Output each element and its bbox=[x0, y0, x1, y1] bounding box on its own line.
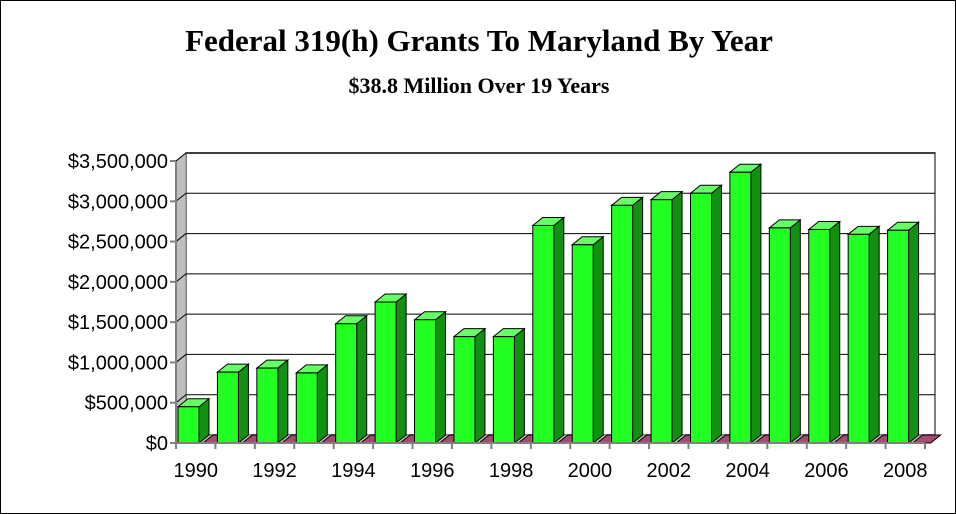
y-tick-label: $3,000,000 bbox=[68, 191, 168, 213]
y-tick-label: $500,000 bbox=[85, 393, 168, 415]
x-tick-label: 2008 bbox=[883, 460, 928, 482]
bar bbox=[570, 235, 605, 445]
bar bbox=[728, 163, 763, 445]
bar bbox=[334, 314, 369, 445]
gridline-side bbox=[175, 152, 187, 162]
bar bbox=[413, 310, 447, 445]
x-tick-label: 1992 bbox=[252, 460, 297, 482]
plot-side-wall bbox=[175, 151, 187, 445]
x-tick-label: 2000 bbox=[568, 460, 613, 482]
bar bbox=[452, 327, 487, 445]
x-tick-label: 2006 bbox=[804, 460, 849, 482]
gridline-side bbox=[175, 354, 187, 363]
gridline-side bbox=[175, 233, 187, 242]
x-tick-label: 2002 bbox=[647, 460, 692, 482]
x-tick-label: 2004 bbox=[725, 460, 770, 482]
bar bbox=[649, 190, 684, 445]
bar bbox=[886, 221, 921, 445]
bar bbox=[255, 359, 290, 445]
gridline-side bbox=[175, 273, 187, 283]
y-tick-label: $2,500,000 bbox=[68, 232, 168, 254]
x-tick-label: 1994 bbox=[331, 460, 376, 482]
bar bbox=[610, 196, 645, 445]
chart-subtitle: $38.8 Million Over 19 Years bbox=[348, 73, 610, 98]
bar bbox=[215, 363, 250, 445]
x-tick-label: 1996 bbox=[410, 460, 455, 482]
gridline-side bbox=[175, 313, 187, 323]
y-tick-label: $1,000,000 bbox=[68, 352, 168, 374]
y-tick-label: $3,500,000 bbox=[68, 151, 168, 173]
gridline-side bbox=[175, 394, 187, 404]
bars-layer bbox=[176, 163, 943, 445]
bar bbox=[689, 184, 723, 445]
y-tick-label: $0 bbox=[146, 433, 168, 455]
bar bbox=[373, 292, 408, 445]
y-tick-label: $2,000,000 bbox=[68, 272, 168, 294]
bar bbox=[176, 397, 211, 445]
bar bbox=[846, 225, 881, 445]
y-tick-label: $1,500,000 bbox=[68, 312, 168, 334]
axis-layer: $0 $500,000 $1,000,000 $1,500,000 $2,000,000… bbox=[68, 151, 928, 482]
chart-title: Federal 319(h) Grants To Maryland By Yea… bbox=[185, 23, 773, 58]
bar bbox=[767, 218, 802, 445]
bar bbox=[531, 216, 566, 445]
gridline-side bbox=[175, 192, 187, 202]
bar bbox=[491, 327, 526, 445]
bar bbox=[807, 220, 842, 445]
bar bbox=[294, 363, 329, 445]
x-tick-label: 1990 bbox=[173, 460, 218, 482]
x-tick-label: 1998 bbox=[489, 460, 534, 482]
